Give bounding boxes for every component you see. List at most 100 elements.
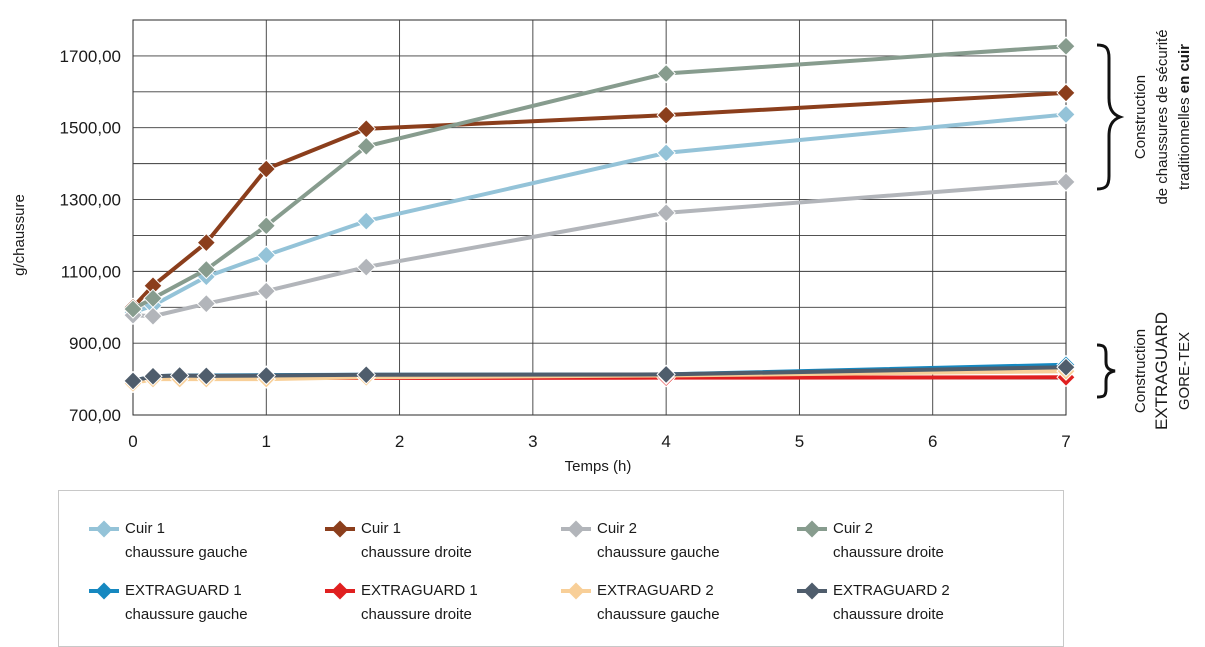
- x-tick-label: 2: [395, 432, 404, 451]
- series-cuir2d: [123, 36, 1076, 319]
- data-point: [656, 143, 676, 163]
- legend-marker-icon: [89, 520, 119, 538]
- legend-item-eg1d: EXTRAGUARD 1 chaussure droite: [325, 579, 555, 635]
- data-point: [356, 365, 376, 385]
- legend-label-line1: Cuir 2: [833, 520, 874, 537]
- leather-annotation-line2: de chaussures de sécurité: [1154, 29, 1171, 204]
- data-point: [356, 136, 376, 157]
- leather-annotation: Construction de chaussures de sécurité t…: [1132, 29, 1193, 204]
- series-line: [132, 179, 1067, 319]
- y-tick-label: 1500,00: [60, 119, 121, 138]
- y-tick-label: 700,00: [69, 406, 121, 425]
- extraguard-annotation-line3: GORE-TEX: [1176, 332, 1193, 410]
- x-axis-title: Temps (h): [565, 458, 632, 475]
- legend-label: EXTRAGUARD 2 chaussure droite: [833, 579, 950, 627]
- legend-label-line2: chaussure gauche: [597, 606, 720, 623]
- chart-legend: Cuir 1 chaussure gauche Cuir 1 chaussure dr…: [58, 490, 1064, 647]
- extraguard-annotation-line1: Construction: [1132, 329, 1149, 413]
- data-point: [256, 216, 276, 236]
- legend-label-line1: Cuir 1: [361, 520, 402, 537]
- y-tick-label: 900,00: [69, 334, 121, 353]
- legend-label: Cuir 1 chaussure gauche: [125, 517, 248, 565]
- chart-gridlines: [132, 19, 1067, 416]
- series-line: [132, 112, 1067, 315]
- legend-item-eg1g: EXTRAGUARD 1 chaussure gauche: [89, 579, 319, 635]
- y-tick-label: 1300,00: [60, 191, 121, 210]
- data-point: [256, 281, 276, 301]
- data-point: [143, 366, 163, 386]
- legend-marker-icon: [89, 582, 119, 600]
- series-line: [132, 44, 1067, 311]
- data-point: [1056, 172, 1076, 192]
- legend-label-line2: chaussure droite: [361, 544, 472, 561]
- data-point: [196, 232, 217, 253]
- x-tick-label: 1: [262, 432, 271, 451]
- legend-marker-icon: [797, 520, 827, 538]
- y-axis-title: g/chaussure: [11, 194, 28, 276]
- x-tick-label: 7: [1061, 432, 1070, 451]
- series-line: [131, 90, 1067, 309]
- legend-item-cuir1g: Cuir 1 chaussure gauche: [89, 517, 319, 573]
- extraguard-annotation-line2: EXTRAGUARD: [1152, 312, 1171, 430]
- data-point: [356, 211, 376, 231]
- extraguard-annotation: Construction EXTRAGUARD GORE-TEX: [1132, 312, 1193, 430]
- legend-label-line2: chaussure gauche: [125, 606, 248, 623]
- y-tick-label: 1700,00: [60, 47, 121, 66]
- data-point: [1056, 357, 1076, 377]
- x-tick-label: 5: [795, 432, 804, 451]
- data-point: [256, 365, 276, 386]
- data-point: [143, 306, 163, 326]
- data-point: [196, 293, 217, 314]
- data-point: [256, 245, 276, 265]
- legend-label-line2: chaussure gauche: [597, 544, 720, 561]
- legend-label-line1: Cuir 2: [597, 520, 638, 537]
- legend-label-line2: chaussure droite: [361, 606, 472, 623]
- data-point: [356, 257, 376, 277]
- extraguard-brace: [1096, 343, 1116, 399]
- plot-frame: [132, 19, 1067, 416]
- legend-marker-icon: [561, 520, 591, 538]
- data-point: [196, 259, 217, 280]
- line-chart: 0 1 2 3 4 5 6 7 700,00 900,00 1100,00 1300,00 1500,…: [11, 19, 1193, 475]
- leather-annotation-line3: traditionnelles en cuir: [1176, 44, 1193, 190]
- data-point: [1056, 83, 1076, 103]
- data-point: [196, 366, 217, 386]
- data-point: [656, 364, 676, 385]
- legend-item-cuir2d: Cuir 2 chaussure droite: [797, 517, 1027, 573]
- legend-label-line2: chaussure gauche: [125, 544, 248, 561]
- leather-brace: [1096, 43, 1125, 191]
- legend-marker-icon: [325, 520, 355, 538]
- legend-label-line1: Cuir 1: [125, 520, 166, 537]
- x-tick-label: 6: [928, 432, 937, 451]
- data-point: [356, 119, 376, 139]
- legend-label-line1: EXTRAGUARD 1: [125, 582, 242, 599]
- legend-item-eg2d: EXTRAGUARD 2 chaussure droite: [797, 579, 1027, 635]
- legend-item-eg2g: EXTRAGUARD 2 chaussure gauche: [561, 579, 791, 635]
- x-tick-label: 4: [661, 432, 670, 451]
- x-tick-label: 0: [128, 432, 137, 451]
- x-tick-label: 3: [528, 432, 537, 451]
- legend-label-line1: EXTRAGUARD 1: [361, 582, 478, 599]
- legend-label: Cuir 1 chaussure droite: [361, 517, 472, 565]
- data-point: [656, 203, 676, 223]
- series-cuir2g: [123, 172, 1076, 326]
- y-axis-ticks: 700,00 900,00 1100,00 1300,00 1500,00 1700,00: [60, 47, 121, 425]
- legend-marker-icon: [325, 582, 355, 600]
- legend-label-line2: chaussure droite: [833, 606, 944, 623]
- legend-label-line1: EXTRAGUARD 2: [833, 582, 950, 599]
- data-point: [169, 365, 190, 386]
- legend-marker-icon: [797, 582, 827, 600]
- legend-marker-icon: [561, 582, 591, 600]
- x-axis-ticks: 0 1 2 3 4 5 6 7: [128, 432, 1070, 451]
- chart-series: [123, 36, 1076, 394]
- legend-label: EXTRAGUARD 1 chaussure droite: [361, 579, 478, 627]
- series-eg2d: [123, 357, 1076, 391]
- legend-item-cuir1d: Cuir 1 chaussure droite: [325, 517, 555, 573]
- legend-label: EXTRAGUARD 2 chaussure gauche: [597, 579, 720, 627]
- data-point: [123, 299, 143, 319]
- data-point: [1056, 104, 1076, 125]
- legend-label: Cuir 2 chaussure gauche: [597, 517, 720, 565]
- data-point: [143, 288, 163, 309]
- data-point: [123, 371, 143, 391]
- data-point: [1056, 36, 1076, 56]
